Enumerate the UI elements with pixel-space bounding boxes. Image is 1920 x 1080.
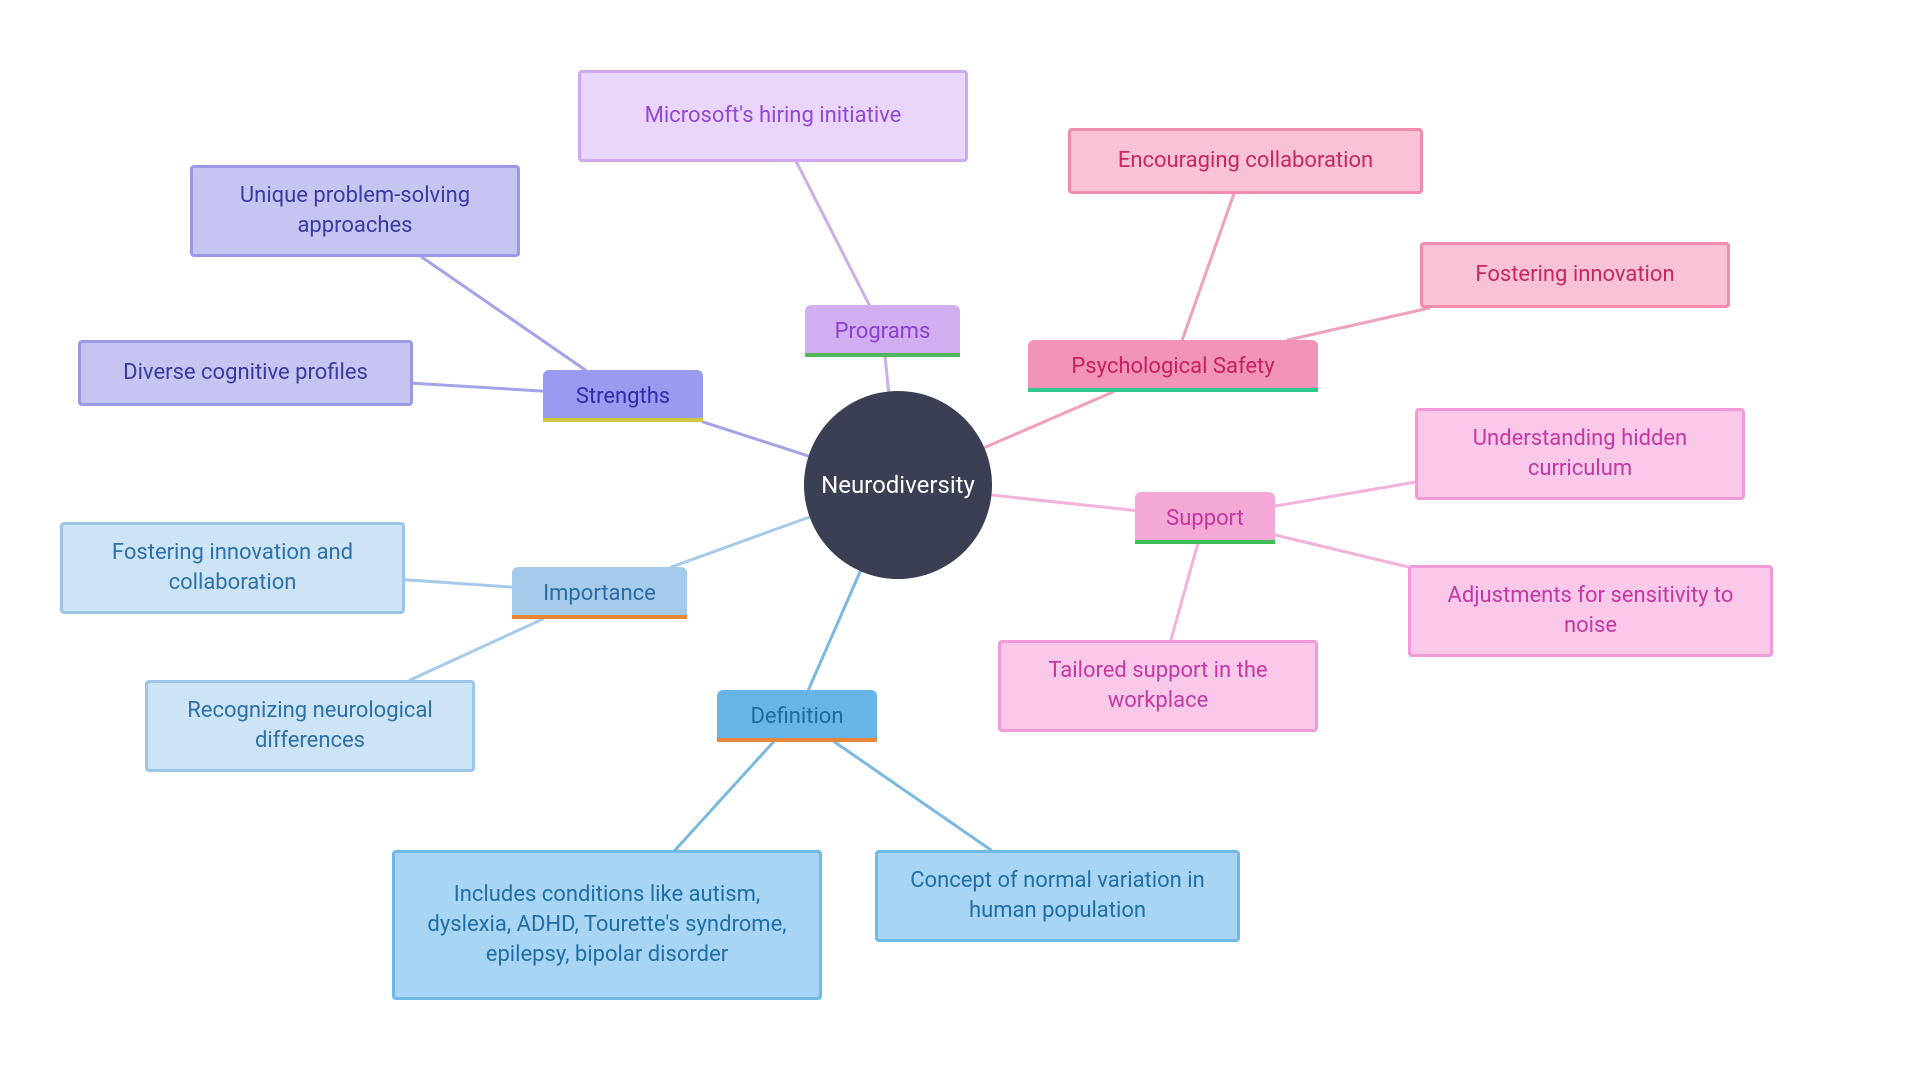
branch-importance: Importance	[512, 567, 687, 619]
leaf-programs-0: Microsoft's hiring initiative	[578, 70, 968, 162]
leaf-support-1: Adjustments for sensitivity to noise	[1408, 565, 1773, 657]
branch-support: Support	[1135, 492, 1275, 544]
leaf-strengths-1: Diverse cognitive profiles	[78, 340, 413, 406]
leaf-importance-1: Recognizing neurological differences	[145, 680, 475, 772]
leaf-definition-0: Includes conditions like autism, dyslexi…	[392, 850, 822, 1000]
leaf-psych-safety-1: Fostering innovation	[1420, 242, 1730, 308]
mindmap-canvas: Neurodiversity Strengths Unique problem-so…	[0, 0, 1920, 1080]
branch-strengths: Strengths	[543, 370, 703, 422]
branch-psych-safety: Psychological Safety	[1028, 340, 1318, 392]
branch-label: Support	[1166, 506, 1244, 531]
branch-label: Psychological Safety	[1071, 354, 1274, 379]
branch-label: Strengths	[576, 384, 670, 409]
leaf-importance-0: Fostering innovation and collaboration	[60, 522, 405, 614]
leaf-definition-1: Concept of normal variation in human pop…	[875, 850, 1240, 942]
branch-label: Importance	[543, 581, 656, 606]
branch-programs: Programs	[805, 305, 960, 357]
branch-label: Programs	[835, 319, 931, 344]
leaf-support-0: Understanding hidden curriculum	[1415, 408, 1745, 500]
leaf-support-2: Tailored support in the workplace	[998, 640, 1318, 732]
center-node: Neurodiversity	[804, 391, 992, 579]
branch-definition: Definition	[717, 690, 877, 742]
leaf-strengths-0: Unique problem-solving approaches	[190, 165, 520, 257]
leaf-psych-safety-0: Encouraging collaboration	[1068, 128, 1423, 194]
branch-label: Definition	[750, 704, 843, 729]
